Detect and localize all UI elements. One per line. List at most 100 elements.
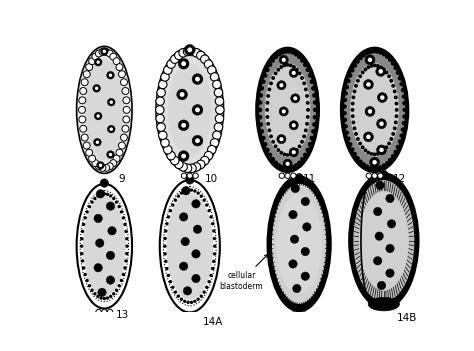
Circle shape [306,108,310,112]
Circle shape [364,67,367,71]
Circle shape [125,230,128,233]
Circle shape [171,203,174,207]
Circle shape [181,237,190,246]
Ellipse shape [256,47,319,172]
Circle shape [365,106,375,117]
Circle shape [192,163,201,171]
Circle shape [214,88,223,97]
Circle shape [353,90,356,93]
Circle shape [285,162,290,166]
Circle shape [386,269,394,277]
Circle shape [195,138,200,143]
Circle shape [181,154,186,159]
Circle shape [258,100,263,105]
Circle shape [108,309,113,315]
Circle shape [197,160,205,168]
Circle shape [107,71,114,79]
Circle shape [81,79,88,86]
Circle shape [346,79,351,83]
Circle shape [103,48,109,55]
Circle shape [395,108,399,112]
Circle shape [161,73,169,81]
Circle shape [212,260,216,263]
Circle shape [184,45,195,55]
Circle shape [276,148,280,152]
Circle shape [83,273,87,276]
Circle shape [266,122,270,126]
Circle shape [94,264,102,272]
Circle shape [186,301,190,304]
Circle shape [215,97,224,105]
Circle shape [96,60,100,64]
Circle shape [394,114,398,118]
Circle shape [297,160,301,165]
Circle shape [169,209,172,212]
Circle shape [356,79,360,83]
Circle shape [350,68,355,72]
Circle shape [356,156,360,160]
Circle shape [387,220,396,228]
Circle shape [115,289,118,292]
Circle shape [345,131,349,135]
Circle shape [191,250,200,258]
Circle shape [400,133,404,138]
Circle shape [282,58,286,62]
Circle shape [210,139,219,147]
Circle shape [368,58,372,62]
Circle shape [182,173,187,178]
Circle shape [103,297,106,300]
Circle shape [157,88,165,97]
Ellipse shape [350,63,399,157]
Circle shape [391,61,395,66]
Circle shape [110,53,117,60]
Circle shape [106,50,113,57]
Ellipse shape [164,187,216,306]
Circle shape [273,55,278,59]
Ellipse shape [166,193,213,300]
Circle shape [283,64,286,67]
Circle shape [265,67,270,72]
Circle shape [183,164,192,172]
Circle shape [187,313,192,319]
Circle shape [306,101,310,105]
Circle shape [208,145,216,154]
Circle shape [191,200,200,208]
Circle shape [89,58,96,65]
Circle shape [379,121,384,126]
Circle shape [183,287,191,295]
Circle shape [269,134,273,138]
Circle shape [291,94,300,103]
Circle shape [177,89,188,100]
Circle shape [313,107,318,112]
Circle shape [380,95,384,100]
Circle shape [273,160,278,165]
Circle shape [113,155,120,162]
Text: 12: 12 [392,174,406,184]
Circle shape [271,157,275,161]
Circle shape [93,138,101,146]
Circle shape [96,190,105,198]
Circle shape [370,64,374,68]
Circle shape [305,94,309,98]
Circle shape [167,274,170,277]
Circle shape [351,108,355,112]
Circle shape [297,55,301,59]
Ellipse shape [276,194,322,294]
Circle shape [85,279,89,282]
Circle shape [96,309,101,315]
Ellipse shape [341,47,409,172]
Circle shape [80,125,87,132]
Circle shape [109,194,112,198]
Circle shape [282,110,286,113]
Circle shape [373,152,376,156]
Circle shape [93,292,97,296]
Text: 14B: 14B [397,313,417,323]
Circle shape [167,215,170,219]
Circle shape [279,65,283,69]
Circle shape [86,64,92,71]
Circle shape [259,129,264,134]
Circle shape [303,62,308,67]
Circle shape [86,149,92,156]
Circle shape [388,58,392,62]
Circle shape [187,47,192,52]
